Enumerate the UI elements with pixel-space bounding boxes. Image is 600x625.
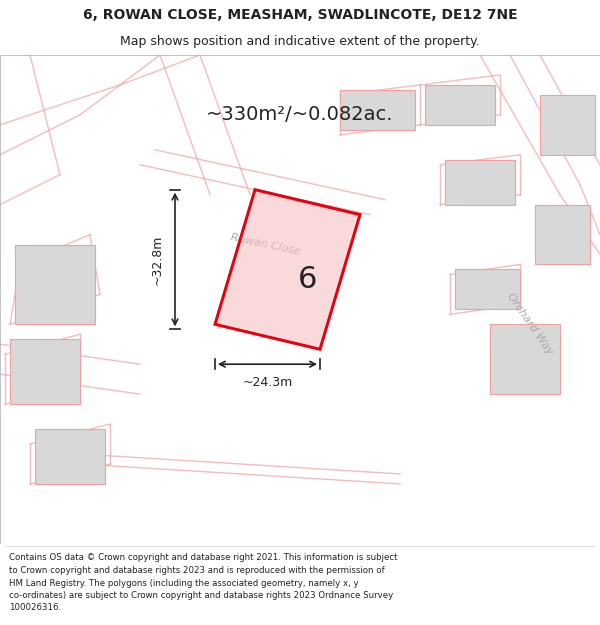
Polygon shape — [340, 90, 415, 130]
Text: Orchard Way: Orchard Way — [505, 292, 555, 357]
Polygon shape — [215, 189, 360, 349]
Text: ~330m²/~0.082ac.: ~330m²/~0.082ac. — [206, 106, 394, 124]
Text: 6: 6 — [298, 265, 317, 294]
Text: ~24.3m: ~24.3m — [242, 376, 293, 389]
Polygon shape — [445, 160, 515, 204]
Polygon shape — [15, 244, 95, 324]
Polygon shape — [455, 269, 520, 309]
Polygon shape — [10, 339, 80, 404]
Text: 6, ROWAN CLOSE, MEASHAM, SWADLINCOTE, DE12 7NE: 6, ROWAN CLOSE, MEASHAM, SWADLINCOTE, DE… — [83, 8, 517, 22]
Text: Map shows position and indicative extent of the property.: Map shows position and indicative extent… — [120, 35, 480, 48]
Polygon shape — [425, 85, 495, 125]
Text: Rowan Close: Rowan Close — [229, 232, 301, 257]
Text: ~32.8m: ~32.8m — [151, 234, 163, 284]
Text: Contains OS data © Crown copyright and database right 2021. This information is : Contains OS data © Crown copyright and d… — [9, 554, 398, 612]
Polygon shape — [490, 324, 560, 394]
Polygon shape — [535, 204, 590, 264]
Polygon shape — [540, 95, 595, 155]
Polygon shape — [35, 429, 105, 484]
